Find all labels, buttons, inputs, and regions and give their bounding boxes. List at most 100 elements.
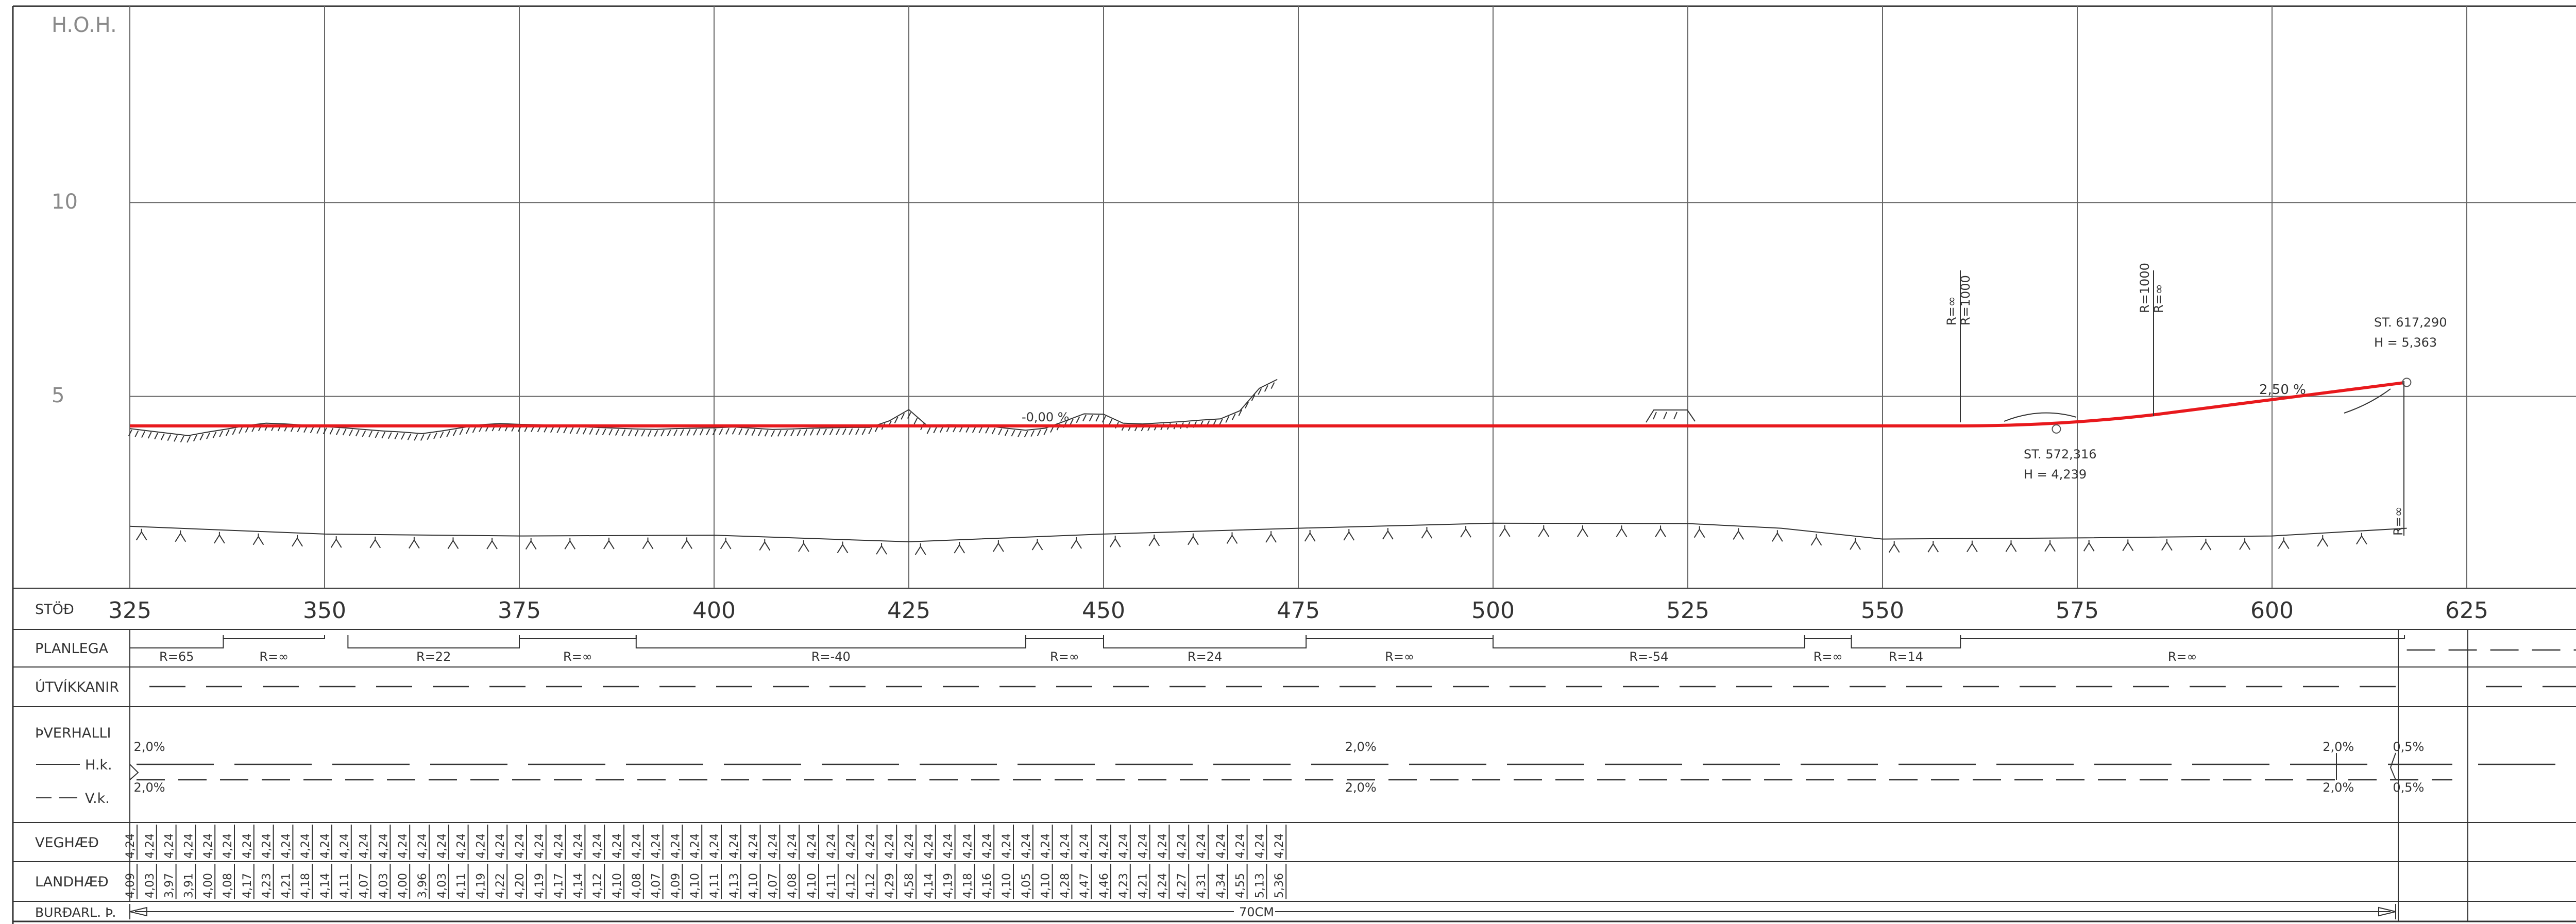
- landhaed-value-44: 4,16: [981, 873, 994, 898]
- veghaed-value-57: 4,24: [1234, 833, 1247, 859]
- ground-hatch: [147, 432, 152, 439]
- lower-marker: [876, 543, 887, 555]
- planlega-label-0: R=65: [159, 649, 194, 664]
- table-row-labels: STÖÐ PLANLEGA ÚTVÍKKANIR ÞVERHALLI H.k. …: [35, 601, 119, 920]
- ground-hatch: [128, 430, 132, 437]
- ground-hatch: [667, 430, 671, 436]
- ground-hatch: [1076, 416, 1080, 423]
- row-label-stod: STÖÐ: [35, 601, 74, 618]
- lower-marker: [2122, 539, 2134, 551]
- station-label-550: 550: [1861, 597, 1904, 624]
- ground-hatch: [901, 413, 905, 420]
- ground-hatch: [1225, 416, 1230, 423]
- lower-marker: [252, 533, 264, 545]
- ground-hatch: [1089, 415, 1093, 422]
- ground-hatch: [816, 429, 821, 436]
- veghaed-value-48: 4,24: [1059, 833, 1072, 859]
- veghaed-value-25: 4,24: [611, 833, 624, 859]
- landhaed-value-35: 4,10: [806, 873, 819, 898]
- veghaed-value-49: 4,24: [1078, 833, 1091, 859]
- veghaed-value-10: 4,24: [319, 833, 332, 859]
- curve-marker-1-label-b: R=1000: [1958, 275, 1973, 326]
- landhaed-value-18: 4,19: [474, 873, 487, 898]
- lower-marker: [2200, 538, 2212, 551]
- ground-hatch: [1245, 402, 1249, 409]
- veghaed-value-37: 4,24: [845, 833, 858, 859]
- landhaed-value-46: 4,05: [1020, 873, 1033, 898]
- veghaed-value-0: 4,24: [124, 833, 137, 859]
- lower-marker: [1382, 528, 1394, 540]
- station-label-625: 625: [2445, 597, 2488, 624]
- veghaed-value-51: 4,24: [1117, 833, 1130, 859]
- ground-hatch: [1018, 430, 1022, 437]
- planlega-segment: [347, 635, 520, 648]
- ground-hatch: [913, 418, 918, 425]
- landhaed-value-32: 4,10: [748, 873, 760, 898]
- ground-hatch: [187, 436, 191, 443]
- landhaed-value-27: 4,07: [650, 873, 663, 898]
- veghaed-value-13: 4,24: [377, 833, 390, 859]
- end-height-label: H = 5,363: [2374, 335, 2437, 350]
- veghaed-value-9: 4,24: [299, 833, 312, 859]
- veghaed-value-39: 4,24: [884, 833, 896, 859]
- lower-marker: [2161, 539, 2173, 551]
- lower-marker: [914, 543, 926, 555]
- veghaed-value-45: 4,24: [1001, 833, 1013, 859]
- planlega-row: R=65 R=∞ R=22 R=∞ R=-40 R=∞ R=24 R=∞ R=-54 R=∞ R=1…: [129, 635, 2576, 664]
- veghaed-value-1: 4,24: [144, 833, 157, 859]
- veghaed-value-35: 4,24: [806, 833, 819, 859]
- veghaed-value-22: 4,24: [553, 833, 566, 859]
- landhaed-value-45: 4,10: [1001, 873, 1013, 898]
- landhaed-value-15: 3,96: [416, 873, 429, 898]
- cross-slope-hk-3: 0,5%: [2393, 740, 2424, 754]
- landhaed-value-28: 4,09: [669, 873, 682, 898]
- lower-marker: [1109, 536, 1121, 547]
- planlega-label-7: R=∞: [1385, 649, 1414, 664]
- landhaed-value-37: 4,12: [845, 873, 858, 898]
- ground-hatch: [842, 428, 846, 435]
- landhaed-value-24: 4,12: [591, 873, 604, 898]
- landhaed-value-51: 4,23: [1117, 873, 1130, 898]
- ground-hatch: [232, 428, 236, 435]
- ground-hatch: [647, 430, 652, 437]
- veghaed-value-55: 4,24: [1195, 833, 1208, 859]
- lower-marker: [603, 537, 615, 550]
- landhaed-value-38: 4,12: [864, 873, 877, 898]
- planlega-segment: [1493, 635, 1805, 648]
- lower-marker: [2239, 538, 2250, 550]
- veghaed-value-33: 4,24: [767, 833, 779, 859]
- ground-hatch: [193, 435, 197, 442]
- veghaed-value-16: 4,24: [436, 833, 449, 859]
- vertex-point-marker: [2052, 424, 2061, 434]
- ground-hatch: [225, 429, 230, 436]
- lower-marker: [837, 541, 849, 554]
- station-label-375: 375: [498, 597, 541, 624]
- landhaed-value-3: 3,91: [182, 873, 195, 898]
- ground-hatch: [744, 429, 749, 436]
- ground-hatch: [790, 430, 794, 437]
- lower-marker: [1460, 526, 1471, 538]
- ground-hatch: [1043, 428, 1048, 435]
- ground-hatch: [1270, 382, 1275, 389]
- lower-marker: [1499, 525, 1511, 537]
- ground-hatch: [1011, 430, 1015, 437]
- cross-slope-vk-2: 2,0%: [2323, 780, 2354, 795]
- ground-hatch: [926, 427, 931, 434]
- grade-label-flat: -0,00 %: [1022, 410, 1070, 424]
- landhaed-value-52: 4,21: [1137, 873, 1150, 898]
- lower-marker: [2005, 540, 2017, 552]
- landhaed-value-47: 4,10: [1040, 873, 1053, 898]
- veghaed-value-29: 4,24: [689, 833, 702, 859]
- veghaed-value-41: 4,24: [923, 833, 936, 859]
- burdarlag-row: 70CM: [129, 904, 2396, 919]
- ground-hatch: [725, 428, 730, 435]
- landhaed-value-8: 4,21: [280, 873, 293, 898]
- ground-hatch: [991, 427, 996, 435]
- planlega-label-3: R=∞: [563, 649, 592, 664]
- veghaed-value-19: 4,24: [494, 833, 507, 859]
- landhaed-value-59: 5,36: [1273, 873, 1286, 898]
- veghaed-value-11: 4,24: [338, 833, 351, 859]
- ground-hatch: [433, 432, 437, 439]
- curve-marker-1: R=∞ R=1000: [1944, 270, 1973, 422]
- veghaed-value-4: 4,24: [202, 833, 215, 859]
